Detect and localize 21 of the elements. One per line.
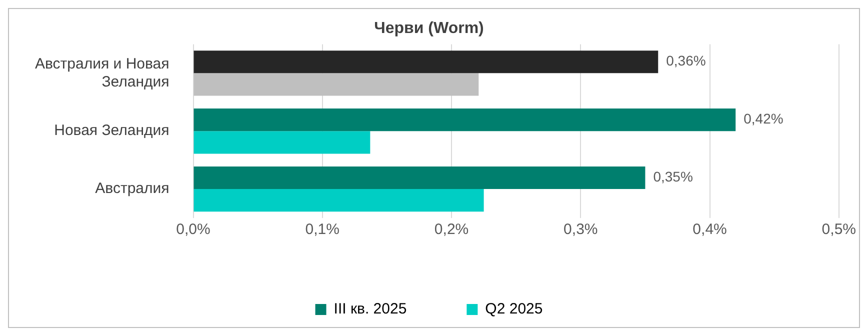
x-tick-label: 0,5%: [822, 221, 856, 238]
bar: [194, 166, 646, 190]
data-label: 0,36%: [666, 52, 706, 69]
x-tick-label: 0,3%: [564, 221, 598, 238]
x-tick-label: 0,2%: [434, 221, 469, 238]
bar: [194, 50, 658, 74]
x-tick-label: 0,1%: [305, 221, 340, 238]
x-tick-label: 0,0%: [176, 221, 210, 238]
bar: [194, 131, 370, 154]
y-tick-label: Австралия: [95, 180, 170, 198]
bar: [194, 108, 736, 132]
legend-label: Q2 2025: [485, 300, 543, 318]
x-tick-label: 0,4%: [692, 221, 727, 238]
y-tick-label: Новая Зеландия: [54, 122, 170, 140]
data-label: 0,42%: [744, 110, 784, 127]
data-label: 0,35%: [653, 168, 693, 185]
legend-label: III кв. 2025: [334, 300, 407, 318]
bar: [194, 189, 484, 212]
y-tick-label: Австралия и Новая Зеландия: [34, 55, 170, 90]
chart-title: Черви (Worm): [374, 20, 484, 38]
bar: [194, 73, 479, 96]
